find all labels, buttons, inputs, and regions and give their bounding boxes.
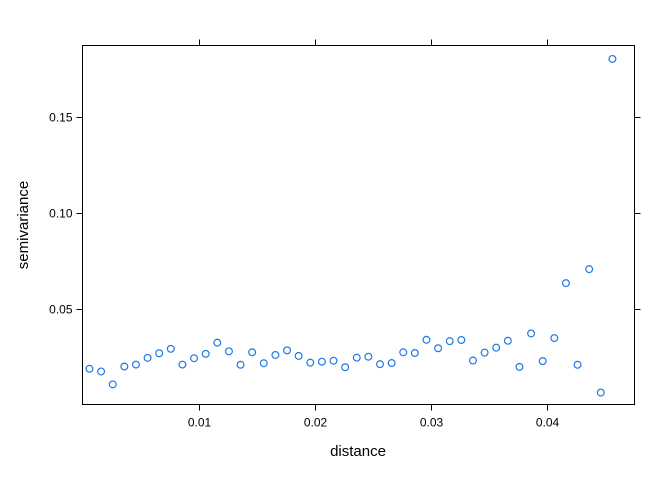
plot-frame: [82, 45, 635, 405]
data-point: [410, 349, 419, 358]
data-point: [422, 335, 431, 344]
x-axis: 0.01 0.02 0.03 0.04: [188, 39, 560, 430]
data-point: [131, 360, 140, 369]
data-point: [306, 358, 315, 367]
data-point: [538, 357, 547, 366]
data-point: [166, 344, 175, 353]
data-point: [364, 352, 373, 361]
data-point: [294, 351, 303, 360]
data-point: [352, 353, 361, 362]
data-point: [503, 336, 512, 345]
data-point: [399, 348, 408, 357]
x-tick-label: 0.02: [304, 416, 328, 430]
data-point: [143, 353, 152, 362]
data-point: [573, 360, 582, 369]
data-point: [387, 359, 396, 368]
data-point: [201, 349, 210, 358]
data-point: [457, 335, 466, 344]
data-point: [259, 359, 268, 368]
data-point: [434, 344, 443, 353]
data-point: [527, 329, 536, 338]
x-tick-label: 0.03: [420, 416, 444, 430]
y-axis: 0.05 0.10 0.15: [49, 111, 641, 317]
data-point: [375, 360, 384, 369]
data-point: [492, 343, 501, 352]
data-point: [271, 350, 280, 359]
data-point: [97, 367, 106, 376]
x-tick-label: 0.01: [188, 416, 212, 430]
x-tick-label: 0.04: [536, 416, 560, 430]
data-points: [85, 54, 617, 397]
data-point: [248, 348, 257, 357]
data-point: [317, 357, 326, 366]
y-axis-title: semivariance: [15, 181, 32, 269]
data-point: [550, 334, 559, 343]
data-point: [155, 349, 164, 358]
data-point: [329, 356, 338, 365]
data-point: [120, 362, 129, 371]
data-point: [85, 364, 94, 373]
y-tick-label: 0.10: [49, 207, 73, 221]
data-point: [190, 354, 199, 363]
data-point: [480, 348, 489, 357]
data-point: [445, 337, 454, 346]
y-tick-label: 0.05: [49, 303, 73, 317]
x-axis-title: distance: [330, 443, 386, 460]
data-point: [596, 388, 605, 397]
data-point: [561, 279, 570, 288]
data-point: [108, 380, 117, 389]
data-point: [213, 338, 222, 347]
data-point: [515, 362, 524, 371]
data-point: [236, 360, 245, 369]
data-point: [585, 265, 594, 274]
y-tick-label: 0.15: [49, 111, 73, 125]
data-point: [341, 363, 350, 372]
data-point: [608, 54, 617, 63]
data-point: [468, 356, 477, 365]
data-point: [178, 360, 187, 369]
data-point: [283, 346, 292, 355]
data-point: [224, 347, 233, 356]
